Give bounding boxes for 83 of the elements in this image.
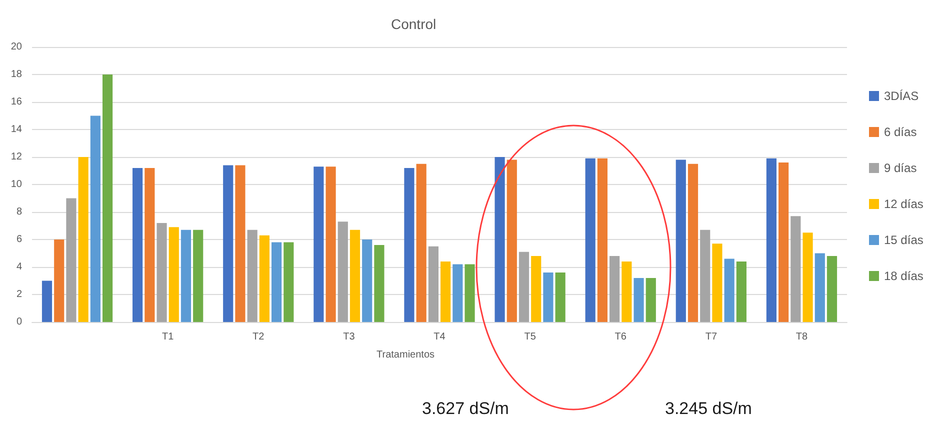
bar bbox=[585, 158, 596, 322]
x-tick-label: T5 bbox=[524, 332, 536, 342]
chart-title: Control bbox=[391, 16, 436, 32]
bar bbox=[350, 230, 360, 322]
bar bbox=[102, 74, 113, 322]
bar bbox=[700, 230, 710, 322]
bar bbox=[778, 162, 789, 322]
y-tick-label: 0 bbox=[16, 316, 22, 328]
bar bbox=[168, 227, 179, 322]
legend-label: 9 días bbox=[884, 161, 917, 175]
bar bbox=[259, 235, 270, 322]
bar bbox=[42, 280, 52, 322]
bar bbox=[247, 230, 258, 322]
legend-label: 18 días bbox=[884, 269, 924, 283]
bar bbox=[362, 240, 372, 322]
bar bbox=[326, 166, 336, 322]
bar bbox=[314, 166, 324, 322]
y-tick-label: 8 bbox=[16, 206, 22, 218]
x-tick-label: T1 bbox=[162, 332, 174, 342]
bar bbox=[676, 160, 686, 322]
bar bbox=[790, 216, 801, 322]
bar bbox=[338, 222, 348, 322]
bar bbox=[428, 246, 438, 322]
bar bbox=[494, 157, 505, 322]
legend-label: 6 días bbox=[884, 125, 917, 139]
bar bbox=[66, 198, 76, 322]
bar bbox=[464, 264, 475, 322]
bar bbox=[597, 158, 608, 322]
bar bbox=[272, 242, 282, 322]
bar bbox=[766, 158, 776, 322]
bar bbox=[180, 230, 192, 322]
bar bbox=[90, 116, 100, 322]
text: 3.627 dS/m bbox=[422, 399, 509, 418]
bar bbox=[284, 242, 294, 322]
bar bbox=[712, 244, 722, 322]
bar bbox=[688, 164, 698, 322]
legend-label: 3DÍAS bbox=[884, 89, 919, 103]
x-tick-label: T8 bbox=[796, 332, 808, 342]
x-axis-title: Tratamientos bbox=[376, 350, 434, 360]
x-tick-label: T7 bbox=[705, 332, 718, 342]
bar bbox=[156, 223, 167, 322]
bar bbox=[54, 240, 64, 322]
y-tick-label: 18 bbox=[10, 69, 22, 80]
legend-label: 12 días bbox=[884, 197, 924, 211]
bar bbox=[506, 160, 517, 322]
bar bbox=[634, 278, 644, 322]
bar bbox=[452, 264, 463, 322]
bar bbox=[724, 258, 734, 322]
x-tick-label: T3 bbox=[343, 332, 356, 342]
bar bbox=[223, 165, 234, 322]
text: 3.245 dS/m bbox=[665, 399, 752, 418]
bar bbox=[646, 278, 656, 322]
bar bbox=[374, 245, 384, 322]
y-tick-label: 14 bbox=[10, 124, 22, 135]
bar bbox=[518, 252, 530, 322]
y-tick-label: 6 bbox=[16, 234, 22, 245]
bar bbox=[416, 164, 426, 322]
bar bbox=[736, 262, 746, 322]
bar bbox=[531, 256, 542, 322]
bar bbox=[610, 256, 620, 322]
y-tick-label: 2 bbox=[16, 289, 22, 300]
y-tick-label: 20 bbox=[10, 42, 22, 52]
y-tick-label: 4 bbox=[16, 262, 22, 272]
bar bbox=[826, 256, 838, 322]
legend-label: 15 días bbox=[884, 233, 924, 247]
bar bbox=[543, 272, 554, 322]
bar bbox=[144, 168, 155, 322]
bar bbox=[404, 168, 414, 322]
x-tick-label: T4 bbox=[434, 332, 446, 342]
bar bbox=[132, 168, 143, 322]
bar bbox=[193, 230, 204, 322]
bar bbox=[440, 262, 451, 322]
bar bbox=[622, 262, 632, 322]
bar bbox=[555, 272, 566, 322]
bar bbox=[814, 253, 825, 322]
bar bbox=[235, 165, 246, 322]
x-tick-label: T6 bbox=[614, 332, 627, 342]
y-tick-label: 10 bbox=[10, 179, 22, 190]
bar bbox=[802, 232, 813, 322]
bar bbox=[78, 157, 88, 322]
x-tick-label: T2 bbox=[252, 332, 265, 342]
y-tick-label: 12 bbox=[10, 152, 22, 162]
y-tick-label: 16 bbox=[10, 96, 22, 108]
